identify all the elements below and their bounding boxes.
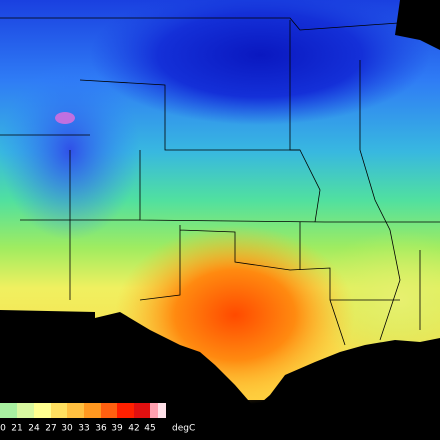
colorbar-label: 45 xyxy=(144,424,155,434)
swatch xyxy=(84,403,101,418)
cool-region xyxy=(90,0,430,125)
swatch xyxy=(158,403,166,418)
colorbar-unit: degC xyxy=(172,424,195,434)
colorbar-label: 30 xyxy=(61,424,73,434)
cold-spot xyxy=(55,112,75,124)
colorbar xyxy=(0,403,166,418)
swatch xyxy=(51,403,67,418)
colorbar-label: 42 xyxy=(128,424,139,434)
colorbar-label: 36 xyxy=(95,424,107,434)
swatch xyxy=(117,403,134,418)
state-borders xyxy=(0,17,440,346)
swatch xyxy=(17,403,34,418)
lake-area xyxy=(395,0,440,50)
swatch xyxy=(0,403,17,418)
colorbar-label: 0 xyxy=(0,424,6,434)
swatch xyxy=(134,403,150,418)
swatch xyxy=(150,403,158,418)
colorbar-label: 27 xyxy=(45,424,56,434)
colorbar-label: 21 xyxy=(11,424,22,434)
swatch xyxy=(101,403,117,418)
colorbar-label: 39 xyxy=(111,424,123,434)
swatch xyxy=(67,403,84,418)
colorbar-labels: 0 21 24 27 30 33 36 39 42 45 xyxy=(0,424,156,434)
swatch xyxy=(34,403,51,418)
colorbar-label: 33 xyxy=(78,424,89,434)
colorbar-label: 24 xyxy=(28,424,40,434)
